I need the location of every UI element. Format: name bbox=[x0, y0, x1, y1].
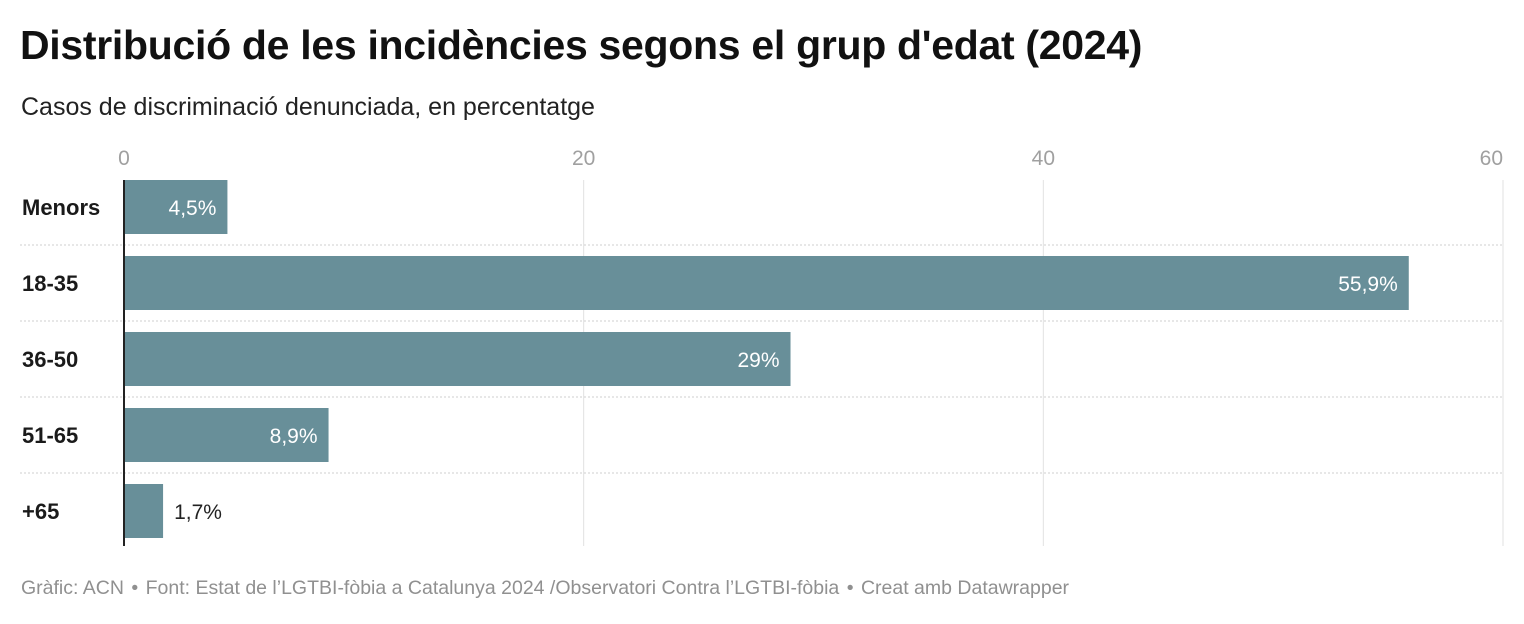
category-label: 36-50 bbox=[22, 347, 78, 372]
footer-separator: • bbox=[846, 577, 854, 599]
category-label: 51-65 bbox=[22, 423, 78, 448]
chart-subtitle: Casos de discriminació denunciada, en pe… bbox=[21, 93, 595, 121]
x-tick-label: 40 bbox=[1032, 147, 1055, 170]
footer-tool: Creat amb Datawrapper bbox=[860, 577, 1070, 599]
value-label: 8,9% bbox=[270, 425, 318, 448]
x-tick-label: 0 bbox=[118, 147, 130, 170]
value-label: 1,7% bbox=[174, 501, 222, 524]
bar bbox=[124, 256, 1409, 310]
bar bbox=[124, 484, 164, 538]
bar-chart: 0 20 40 60 Menors 4,5% 18-35 55,9% 36-50 29% 51-65… bbox=[20, 147, 1504, 546]
category-label: Menors bbox=[22, 195, 100, 220]
bar bbox=[124, 332, 791, 386]
category-label: +65 bbox=[22, 499, 59, 524]
bar bbox=[124, 180, 228, 234]
value-label: 4,5% bbox=[169, 197, 217, 220]
footer-credit: Gràfic: ACN bbox=[21, 577, 124, 599]
value-label: 29% bbox=[737, 349, 779, 372]
category-label: 18-35 bbox=[22, 271, 78, 296]
footer-separator: • bbox=[131, 577, 139, 599]
x-tick-label: 20 bbox=[572, 147, 595, 170]
value-label: 55,9% bbox=[1338, 273, 1398, 296]
bar bbox=[124, 408, 329, 462]
chart-footer: Gràfic: ACN • Font: Estat de l’LGTBI-fòb… bbox=[21, 577, 1069, 600]
chart-title: Distribució de les incidències segons el… bbox=[20, 22, 1143, 68]
footer-source: Font: Estat de l’LGTBI-fòbia a Catalunya… bbox=[145, 577, 840, 599]
x-tick-label: 60 bbox=[1480, 147, 1503, 170]
